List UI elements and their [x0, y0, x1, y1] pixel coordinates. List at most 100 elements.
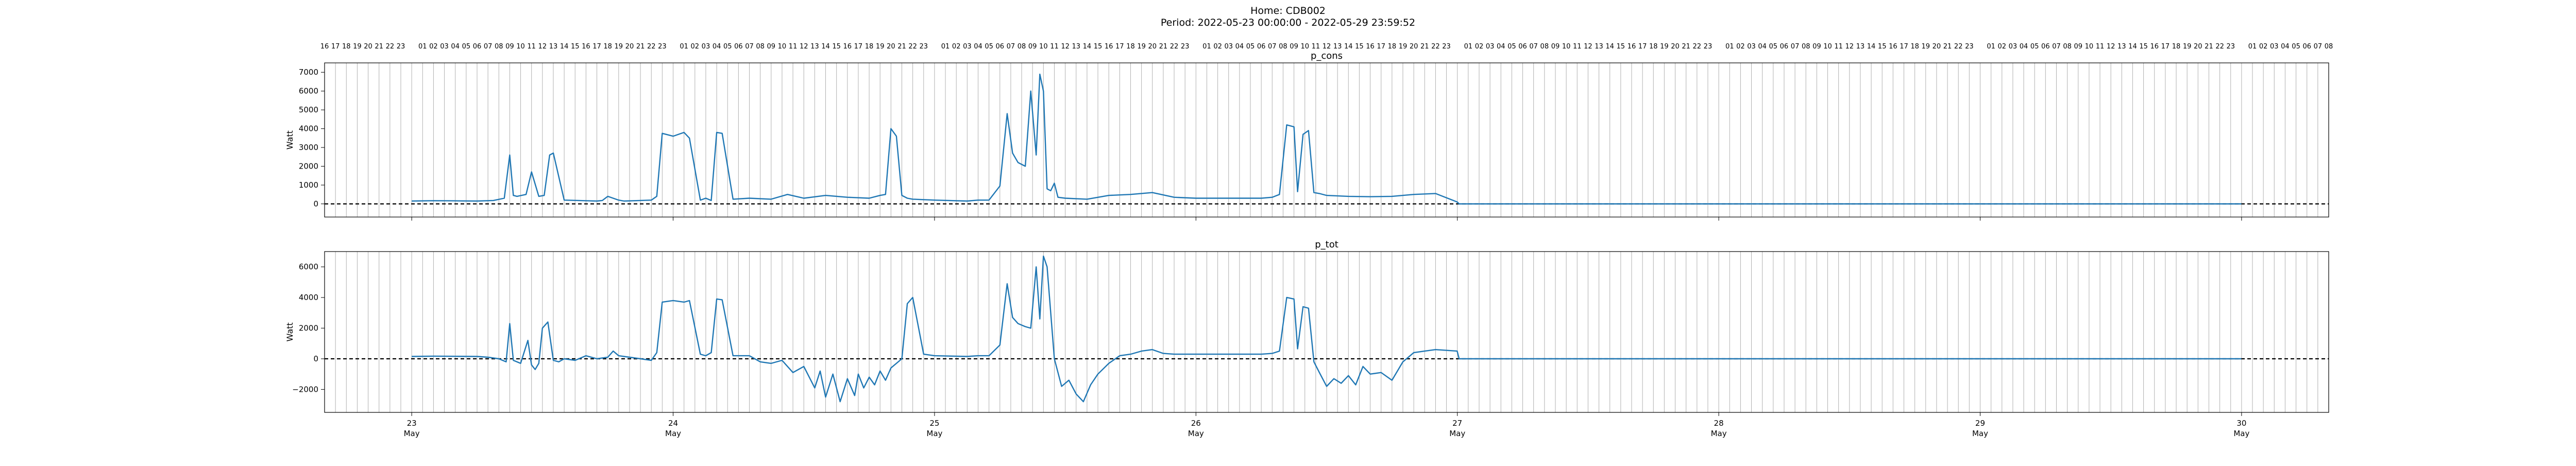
top-hour-tick-label: 13	[1333, 43, 1342, 51]
top-hour-tick-label: 01	[1725, 43, 1734, 51]
top-hour-tick-label: 20	[1933, 43, 1941, 51]
top-hour-tick-label: 23	[397, 43, 405, 51]
top-hour-ticks: 16 17 18 19 20 21 22 23 01 02 03 04 05 06 07 08 09 10 11 12…	[320, 43, 2333, 51]
top-hour-tick-label: 07	[484, 43, 493, 51]
top-hour-tick-label: 23	[658, 43, 667, 51]
top-hour-tick-label: 02	[1213, 43, 1222, 51]
top-hour-tick-label: 07	[2052, 43, 2061, 51]
top-hour-tick-label: 22	[1170, 43, 1179, 51]
top-hour-tick-label: 12	[1845, 43, 1854, 51]
top-hour-tick-label: 21	[1943, 43, 1952, 51]
top-hour-tick-label: 19	[1137, 43, 1146, 51]
top-hour-tick-label: 17	[1900, 43, 1908, 51]
top-hour-tick-label: 08	[2325, 43, 2333, 51]
top-hour-tick-label: 09	[1812, 43, 1821, 51]
top-hour-tick-label: 04	[713, 43, 721, 51]
top-hour-tick-label: 16	[2150, 43, 2159, 51]
top-hour-tick-label: 12	[538, 43, 547, 51]
top-hour-tick-label: 01	[2248, 43, 2257, 51]
chart-panel-p-cons: p_cons Watt 16 17 18 19 20 21 22 23 01 02 03 04 05 06…	[285, 43, 2333, 221]
top-hour-tick-label: 05	[985, 43, 993, 51]
top-hour-tick-label: 05	[723, 43, 732, 51]
top-hour-tick-label: 16	[1366, 43, 1375, 51]
top-hour-tick-label: 16	[1889, 43, 1897, 51]
x-tick-label-day: 25	[929, 419, 939, 428]
axes-frame	[324, 251, 2329, 413]
top-hour-tick-label: 07	[1007, 43, 1015, 51]
x-tick-label-day: 23	[407, 419, 417, 428]
top-hour-tick-label: 20	[625, 43, 634, 51]
top-hour-tick-label: 03	[440, 43, 449, 51]
top-hour-tick-label: 08	[495, 43, 503, 51]
top-hour-tick-label: 01	[941, 43, 950, 51]
top-hour-tick-label: 05	[462, 43, 471, 51]
y-tick-label: 6000	[299, 87, 318, 96]
top-hour-tick-label: 03	[963, 43, 972, 51]
top-hour-tick-label: 22	[1954, 43, 1963, 51]
top-hour-tick-label: 18	[1910, 43, 1919, 51]
top-hour-tick-label: 14	[821, 43, 830, 51]
top-hour-tick-label: 07	[1529, 43, 1538, 51]
top-hour-tick-label: 20	[1410, 43, 1418, 51]
top-hour-tick-label: 21	[1420, 43, 1429, 51]
y-tick-label: 2000	[299, 324, 318, 333]
top-hour-tick-label: 08	[1802, 43, 1810, 51]
y-tick-label: −2000	[292, 385, 318, 394]
top-hour-tick-label: 05	[2030, 43, 2039, 51]
top-hour-tick-label: 09	[1290, 43, 1298, 51]
top-hour-tick-label: 18	[1649, 43, 1658, 51]
top-hour-tick-label: 13	[1072, 43, 1080, 51]
top-hour-tick-label: 23	[2226, 43, 2235, 51]
x-tick-label-month: May	[1972, 429, 1988, 438]
top-hour-tick-label: 17	[592, 43, 601, 51]
top-hour-tick-label: 21	[636, 43, 645, 51]
x-tick-label-day: 27	[1452, 419, 1462, 428]
x-tick-label-month: May	[404, 429, 420, 438]
top-hour-tick-label: 05	[1769, 43, 1778, 51]
top-hour-tick-label: 15	[2139, 43, 2148, 51]
top-hour-tick-label: 04	[974, 43, 982, 51]
top-hour-tick-label: 13	[1856, 43, 1865, 51]
top-hour-tick-label: 14	[1344, 43, 1353, 51]
top-hour-tick-label: 02	[1736, 43, 1745, 51]
top-hour-tick-label: 10	[778, 43, 787, 51]
top-hour-tick-label: 19	[2183, 43, 2192, 51]
top-hour-tick-label: 09	[767, 43, 776, 51]
top-hour-tick-label: 19	[1660, 43, 1669, 51]
y-tick-label: 4000	[299, 124, 318, 134]
top-hour-tick-label: 11	[1834, 43, 1843, 51]
series-line-0	[412, 73, 2242, 205]
top-hour-tick-label: 03	[2270, 43, 2279, 51]
top-hour-tick-label: 17	[1638, 43, 1647, 51]
top-hour-tick-label: 06	[1780, 43, 1789, 51]
top-hour-tick-label: 17	[1115, 43, 1124, 51]
chart-panel-p-tot: p_tot Watt −2000020004000600023May24May2…	[285, 239, 2329, 438]
top-hour-tick-label: 13	[810, 43, 819, 51]
top-hour-tick-label: 22	[908, 43, 917, 51]
top-hour-tick-label: 11	[789, 43, 798, 51]
top-hour-tick-label: 06	[2302, 43, 2311, 51]
top-hour-tick-label: 23	[1965, 43, 1974, 51]
top-hour-tick-label: 04	[1235, 43, 1244, 51]
top-hour-tick-label: 04	[2281, 43, 2290, 51]
top-hour-tick-label: 10	[1039, 43, 1048, 51]
axes-frame	[324, 62, 2329, 218]
top-hour-tick-label: 21	[375, 43, 383, 51]
vertical-grid	[324, 63, 2329, 217]
top-hour-tick-label: 16	[1105, 43, 1113, 51]
top-hour-tick-label: 09	[1028, 43, 1037, 51]
top-hour-tick-label: 11	[2096, 43, 2105, 51]
x-tick-label-month: May	[2233, 429, 2249, 438]
top-hour-tick-label: 15	[1094, 43, 1103, 51]
top-hour-tick-label: 20	[364, 43, 372, 51]
y-tick-label: 0	[313, 354, 318, 363]
x-tick-label-month: May	[926, 429, 942, 438]
top-hour-tick-label: 19	[1921, 43, 1930, 51]
top-hour-tick-label: 02	[691, 43, 700, 51]
top-hour-tick-label: 20	[1148, 43, 1157, 51]
top-hour-tick-label: 14	[1083, 43, 1092, 51]
top-hour-tick-label: 16	[1628, 43, 1636, 51]
top-hour-tick-label: 10	[1562, 43, 1571, 51]
top-hour-tick-label: 14	[560, 43, 569, 51]
